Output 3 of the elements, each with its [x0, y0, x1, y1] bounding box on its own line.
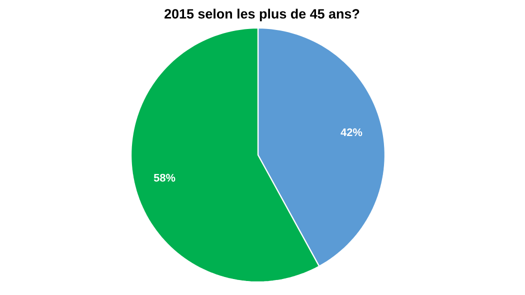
data-label: 58% [154, 174, 176, 182]
chart-title: 2015 selon les plus de 45 ans? [164, 8, 360, 22]
data-label: 42% [340, 128, 362, 136]
